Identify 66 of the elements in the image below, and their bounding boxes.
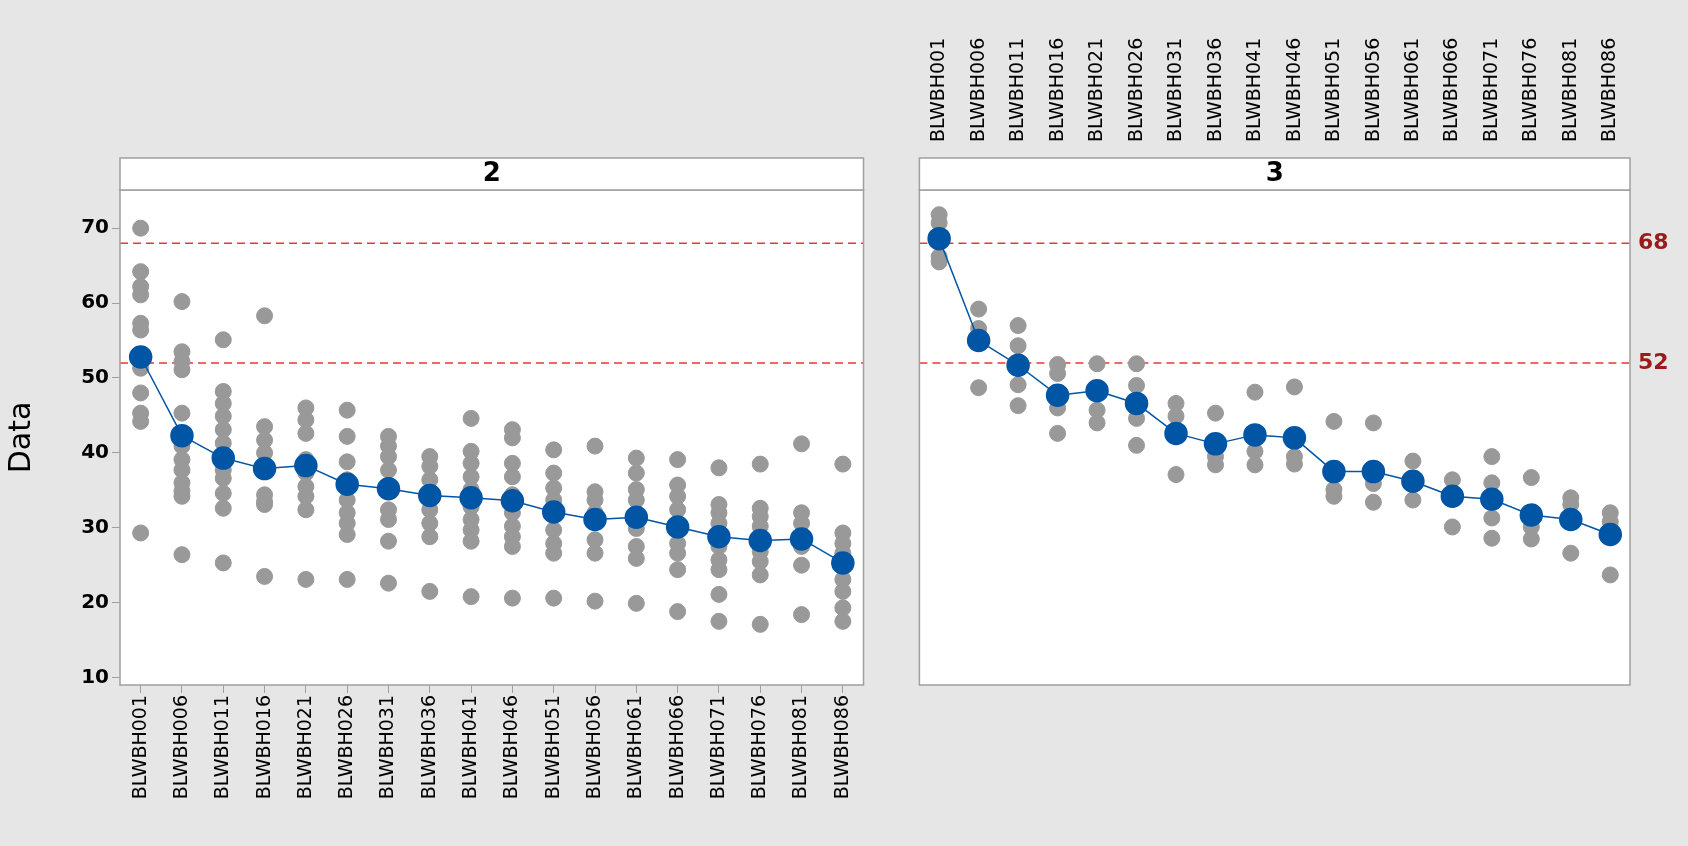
y-tick-label: 10: [81, 663, 109, 688]
x-tick-label: BLWBH021: [1084, 37, 1107, 142]
point: [418, 483, 442, 508]
x-tick-label: BLWBH006: [965, 37, 988, 142]
x-tick-label: BLWBH081: [1557, 37, 1580, 142]
point: [541, 500, 566, 524]
x-tick-label: BLWBH086: [829, 695, 852, 800]
y-tick-label: 50: [81, 364, 109, 389]
x-tick-label: BLWBH076: [1518, 37, 1541, 142]
x-tick-label: BLWBH066: [664, 695, 687, 800]
x-tick-label: BLWBH026: [334, 695, 357, 800]
y-tick-label: 70: [81, 214, 109, 239]
point: [831, 551, 855, 575]
x-tick-label: BLWBH046: [1281, 37, 1304, 142]
x-tick-label: BLWBH026: [1123, 37, 1146, 142]
x-tick-label: BLWBH081: [788, 695, 811, 800]
x-tick-label: BLWBH011: [1005, 37, 1028, 142]
chart-title: 2: [482, 156, 501, 187]
x-tick-label: BLWBH066: [1439, 37, 1462, 142]
point: [789, 527, 814, 551]
point: [335, 472, 359, 497]
x-tick-label: BLWBH051: [1321, 37, 1344, 142]
x-tick-label: BLWBH031: [1163, 37, 1186, 142]
x-tick-label: BLWBH051: [540, 695, 563, 800]
x-tick-label: BLWBH016: [1044, 37, 1067, 142]
x-tick-label: BLWBH056: [581, 695, 604, 800]
x-tick-label: BLWBH061: [1400, 37, 1423, 142]
x-tick-label: BLWBH071: [1478, 37, 1501, 142]
point: [500, 489, 525, 513]
x-tick-label: BLWBH031: [375, 695, 398, 800]
ref-line-label: 68: [1638, 228, 1669, 254]
point: [294, 453, 318, 478]
x-tick-label: BLWBH036: [1202, 37, 1225, 142]
point: [459, 486, 483, 510]
x-tick-label: BLWBH021: [292, 695, 315, 800]
x-tick-label: BLWBH016: [251, 695, 274, 800]
x-tick-label: BLWBH001: [127, 695, 150, 800]
x-tick-label: BLWBH006: [168, 695, 191, 800]
ref-line-label: 52: [1638, 348, 1669, 374]
y-tick-label: 60: [81, 289, 109, 314]
x-tick-label: BLWBH071: [705, 695, 728, 800]
x-tick-label: BLWBH011: [210, 695, 233, 800]
point: [211, 446, 236, 470]
y-tick-label: 20: [81, 588, 109, 613]
x-tick-label: BLWBH036: [416, 695, 439, 800]
y-tick-label: 30: [81, 513, 109, 538]
x-tick-label: BLWBH041: [458, 695, 481, 800]
point: [624, 505, 649, 529]
x-tick-label: BLWBH001: [926, 37, 949, 142]
point: [665, 515, 690, 539]
chart-title: 3: [1265, 156, 1284, 187]
x-tick-label: BLWBH076: [747, 695, 770, 800]
point: [252, 456, 277, 481]
point: [128, 345, 153, 369]
x-tick-label: BLWBH061: [623, 695, 646, 800]
point: [707, 524, 731, 549]
point: [376, 477, 401, 501]
x-tick-label: BLWBH086: [1597, 37, 1620, 142]
x-tick-label: BLWBH046: [499, 695, 522, 800]
x-tick-label: BLWBH041: [1242, 37, 1265, 142]
point: [170, 423, 194, 448]
y-axis-title: Data: [1, 401, 37, 474]
point: [748, 528, 772, 553]
point: [583, 507, 607, 532]
x-tick-label: BLWBH056: [1360, 37, 1383, 142]
y-tick-label: 40: [81, 439, 109, 464]
